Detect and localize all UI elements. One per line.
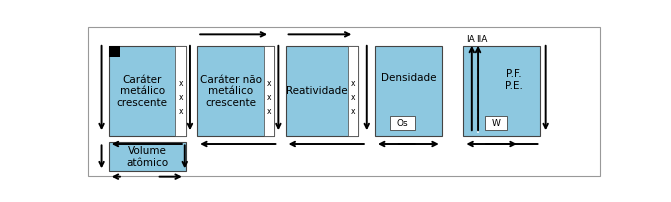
Text: x: x	[267, 107, 271, 116]
Bar	[390, 116, 415, 130]
Bar	[109, 46, 120, 57]
Bar	[485, 116, 507, 130]
Text: x: x	[267, 93, 271, 102]
Text: Os: Os	[397, 119, 408, 127]
Text: IA: IA	[466, 35, 475, 43]
Text: x: x	[178, 93, 183, 102]
Text: W: W	[492, 119, 501, 127]
Bar	[109, 46, 186, 136]
Text: Densidade: Densidade	[380, 73, 436, 83]
Text: IIA: IIA	[476, 35, 487, 43]
Text: Caráter não
metálico
crescente: Caráter não metálico crescente	[199, 75, 262, 108]
Bar	[375, 46, 442, 136]
Bar	[197, 46, 274, 136]
Bar	[175, 46, 186, 136]
Text: x: x	[351, 107, 356, 116]
Bar	[348, 46, 358, 136]
Text: x: x	[178, 107, 183, 116]
Text: Volume
atômico: Volume atômico	[126, 146, 168, 168]
Text: Reatividade: Reatividade	[286, 86, 348, 96]
Bar	[109, 142, 186, 171]
Text: P.F.
P.E.: P.F. P.E.	[505, 69, 523, 91]
Bar	[464, 46, 540, 136]
Bar	[286, 46, 358, 136]
Text: x: x	[178, 79, 183, 88]
Text: x: x	[267, 79, 271, 88]
Bar	[264, 46, 274, 136]
Text: Caráter
metálico
crescente: Caráter metálico crescente	[117, 75, 168, 108]
Text: x: x	[351, 93, 356, 102]
Text: x: x	[351, 79, 356, 88]
